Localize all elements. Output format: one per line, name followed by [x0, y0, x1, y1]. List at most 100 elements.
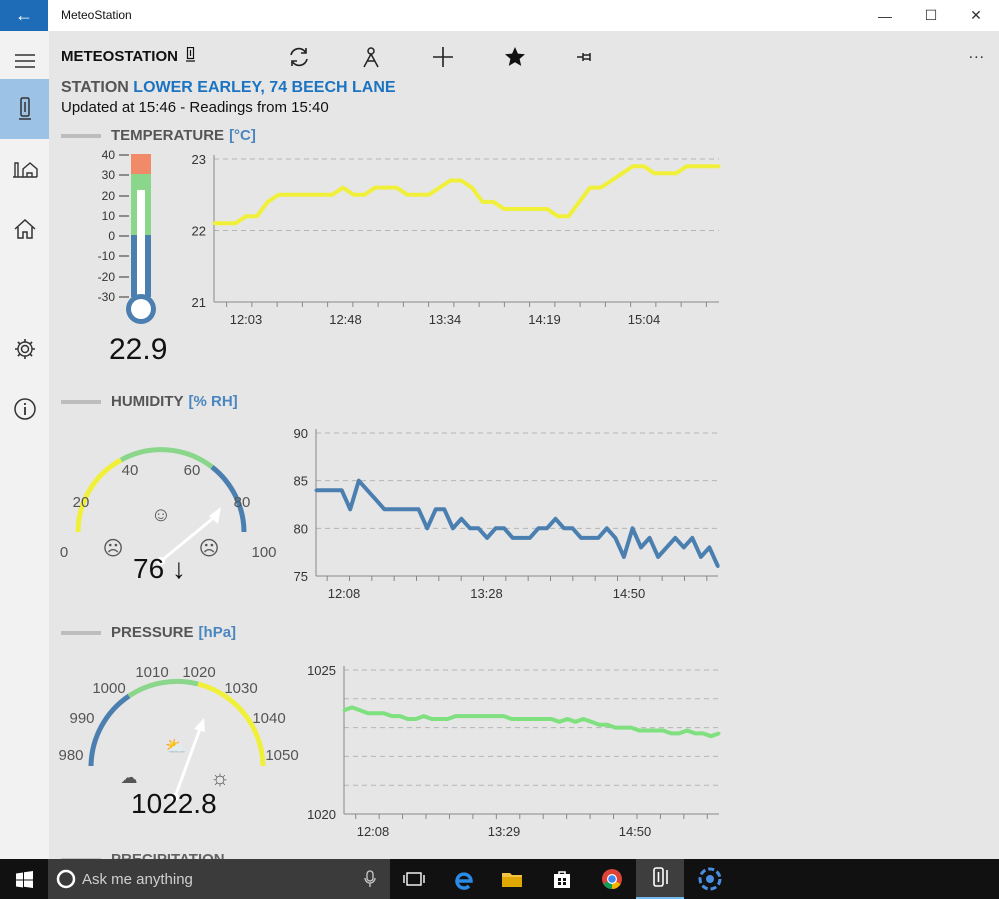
data-point — [358, 708, 362, 712]
data-point — [448, 179, 452, 182]
main-content: METEOSTATION ... STATION LOWER EARLEY, 7… — [49, 31, 999, 859]
partly-cloudy-icon: ⛅ — [165, 737, 186, 756]
data-point — [717, 164, 721, 168]
data-point — [491, 200, 495, 204]
add-icon — [433, 47, 453, 67]
taskbar: Ask me anything — [0, 859, 999, 899]
pressure-tick: 990 — [69, 710, 94, 727]
data-point — [685, 729, 689, 732]
hamburger-menu-button[interactable] — [0, 31, 49, 91]
data-point — [470, 714, 474, 718]
taskbar-store[interactable] — [538, 859, 586, 899]
humidity-tick: 100 — [251, 544, 276, 561]
y-tick-label: 85 — [294, 474, 308, 489]
humidity-arc-dry — [75, 489, 92, 533]
sidebar-item-home-weather[interactable] — [0, 139, 49, 199]
data-point — [663, 171, 667, 175]
data-point — [478, 714, 482, 718]
taskbar-other-app[interactable] — [686, 859, 734, 899]
station-heading: STATION LOWER EARLEY, 74 BEECH LANE — [61, 79, 396, 96]
data-point — [277, 193, 280, 197]
data-point — [579, 536, 583, 540]
data-point — [621, 726, 625, 730]
pressure-chart[interactable]: 1025 1020 12:08 13:29 14:50 — [294, 656, 724, 851]
data-point — [405, 193, 409, 197]
thermo-hot-band — [131, 154, 151, 174]
pressure-tick: 1030 — [224, 680, 257, 697]
x-tick-label: 13:34 — [429, 312, 462, 327]
data-point — [266, 200, 270, 204]
data-point — [350, 705, 354, 709]
minimize-button[interactable]: — — [862, 0, 908, 31]
data-point — [518, 717, 521, 721]
sun-icon: ☼ — [210, 765, 230, 790]
sidebar-item-station[interactable] — [0, 79, 49, 139]
humidity-tick: 20 — [73, 494, 90, 511]
taskbar-chrome[interactable] — [588, 859, 636, 899]
data-point — [690, 536, 694, 540]
data-point — [414, 717, 418, 721]
y-tick-label: 80 — [294, 521, 308, 536]
close-button[interactable]: ✕ — [953, 0, 999, 31]
humidity-tick: 80 — [234, 494, 251, 511]
station-name[interactable]: LOWER EARLEY, 74 BEECH LANE — [133, 79, 396, 96]
update-status: Updated at 15:46 - Readings from 15:40 — [61, 99, 329, 116]
taskbar-meteostation[interactable] — [636, 859, 684, 899]
temperature-chart[interactable]: 23 22 21 12:03 12:48 13:34 14:19 15:04 — [179, 149, 724, 364]
back-button[interactable]: ← — [0, 0, 48, 31]
data-point — [709, 734, 713, 738]
thermo-tick: 40 — [102, 148, 116, 162]
microphone-icon[interactable] — [364, 870, 376, 888]
humidity-needle-pivot — [157, 557, 165, 565]
data-point — [707, 545, 711, 549]
pin-button[interactable] — [573, 43, 601, 71]
search-box[interactable]: Ask me anything — [48, 859, 390, 899]
sidebar-item-home[interactable] — [0, 199, 49, 259]
pressure-needle-pivot — [171, 793, 179, 801]
data-point — [526, 717, 529, 721]
data-point — [494, 526, 498, 530]
add-station-button[interactable] — [429, 43, 457, 71]
data-point — [406, 717, 410, 721]
pressure-needle-tip — [194, 718, 205, 732]
refresh-button[interactable] — [285, 43, 313, 71]
start-button[interactable] — [0, 859, 48, 899]
data-point — [536, 526, 540, 530]
data-point — [613, 536, 617, 540]
task-view-button[interactable] — [390, 859, 438, 899]
data-point — [390, 714, 394, 718]
more-options-button[interactable]: ... — [968, 45, 985, 62]
data-point — [557, 720, 561, 724]
x-tick-label: 14:50 — [613, 586, 646, 601]
y-tick-label: 22 — [192, 224, 206, 239]
data-point — [422, 714, 426, 718]
data-point — [639, 545, 643, 549]
sidebar-item-about[interactable] — [0, 379, 49, 439]
taskbar-file-explorer[interactable] — [488, 859, 536, 899]
humidity-chart[interactable]: 90 85 80 75 12:08 13:28 14:50 — [274, 423, 724, 603]
data-point — [588, 536, 592, 540]
data-point — [341, 186, 345, 190]
pressure-arc-high — [197, 681, 266, 767]
data-point — [629, 726, 633, 730]
sad-face-icon: ☹ — [199, 538, 220, 560]
sidebar-item-settings[interactable] — [0, 319, 49, 379]
thermo-tick: 0 — [108, 229, 115, 243]
data-point — [716, 565, 720, 568]
minimize-icon: — — [878, 7, 892, 24]
favorite-button[interactable] — [501, 43, 529, 71]
pressure-tick: 1050 — [265, 747, 298, 764]
data-point — [357, 479, 361, 483]
close-icon: ✕ — [970, 7, 982, 23]
y-tick-label: 75 — [294, 569, 308, 584]
maximize-button[interactable]: ☐ — [908, 0, 954, 31]
select-station-button[interactable] — [357, 43, 385, 71]
pressure-tick: 1020 — [182, 664, 215, 681]
data-point — [459, 517, 463, 521]
thermo-bulb-inner — [131, 299, 151, 319]
taskbar-edge[interactable] — [440, 859, 488, 899]
chrome-icon — [602, 869, 622, 890]
data-point — [477, 526, 480, 530]
humidity-ticks: 0 20 40 60 80 100 — [60, 462, 277, 561]
data-point — [642, 164, 646, 168]
